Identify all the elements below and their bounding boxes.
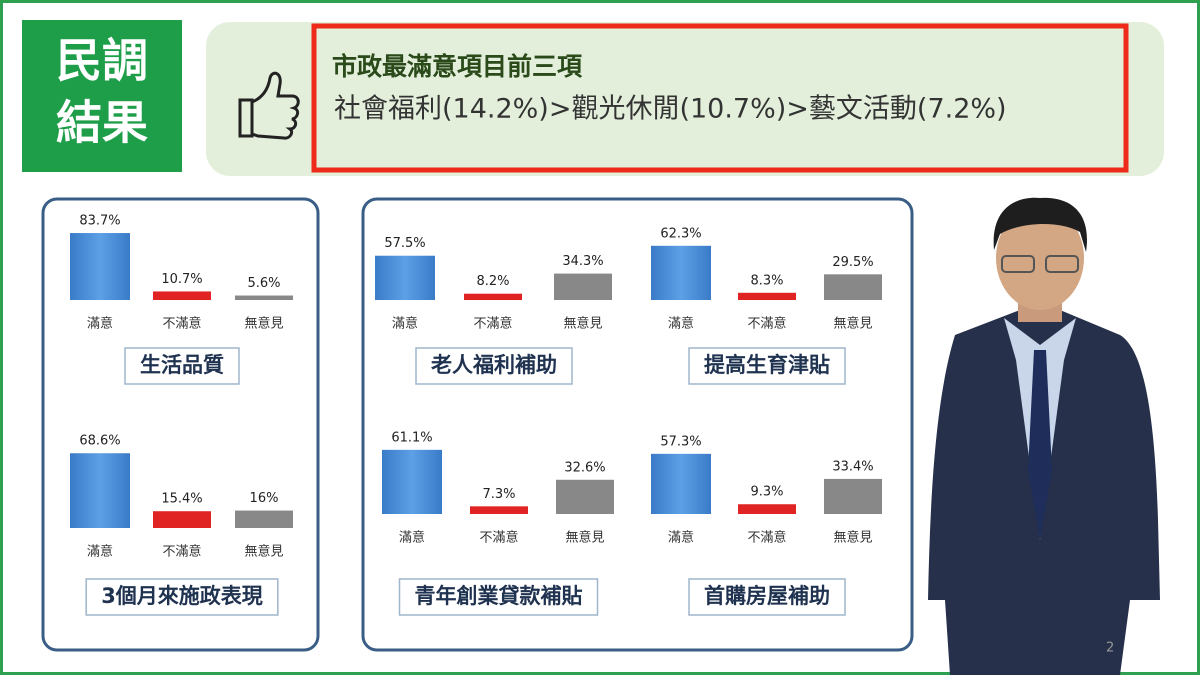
value-label: 83.7%	[79, 214, 120, 229]
value-label: 8.3%	[750, 273, 783, 288]
highlight-box	[311, 23, 1129, 173]
bar	[70, 453, 130, 528]
value-label: 57.3%	[660, 434, 701, 449]
bar	[375, 255, 435, 300]
category-label: 滿意	[668, 530, 694, 546]
bar	[153, 511, 211, 528]
value-label: 15.4%	[161, 492, 202, 507]
category-label: 滿意	[87, 544, 113, 560]
chart-title: 青年創業貸款補貼	[415, 584, 583, 608]
badge-line: 結果	[56, 96, 148, 150]
badge-line: 民調	[56, 34, 148, 88]
value-label: 9.3%	[750, 485, 783, 500]
bar	[464, 293, 522, 300]
category-label: 不滿意	[162, 544, 201, 560]
category-label: 不滿意	[473, 316, 512, 332]
value-label: 61.1%	[391, 430, 432, 445]
bar	[153, 291, 211, 300]
category-label: 滿意	[87, 316, 113, 332]
chart-title: 3個月來施政表現	[101, 584, 263, 608]
bar	[824, 274, 882, 300]
chart-title-box	[398, 578, 599, 616]
badge	[22, 20, 182, 172]
value-label: 7.3%	[482, 487, 515, 502]
chart-title-box	[124, 347, 240, 385]
panel	[41, 197, 320, 652]
panel	[361, 197, 914, 652]
category-label: 無意見	[833, 530, 872, 546]
chart-title-box	[85, 578, 279, 616]
category-label: 不滿意	[479, 530, 518, 546]
page-number: 2	[1106, 641, 1114, 656]
value-label: 29.5%	[832, 255, 873, 270]
chart-title: 首購房屋補助	[704, 584, 830, 608]
category-label: 無意見	[563, 316, 602, 332]
value-label: 32.6%	[564, 460, 605, 475]
bar	[235, 295, 293, 300]
bar	[651, 453, 711, 514]
value-label: 68.6%	[79, 434, 120, 449]
headline-title: 市政最滿意項目前三項	[332, 52, 583, 81]
value-label: 5.6%	[247, 276, 280, 291]
value-label: 33.4%	[832, 459, 873, 474]
chart-title: 提高生育津貼	[704, 353, 830, 377]
bar	[554, 273, 612, 300]
bar	[382, 449, 442, 514]
bar	[470, 506, 528, 514]
category-label: 滿意	[399, 530, 425, 546]
chart-title: 老人福利補助	[431, 353, 557, 377]
thumbs-up-icon	[238, 71, 300, 140]
category-label: 不滿意	[747, 530, 786, 546]
bar	[235, 510, 293, 528]
value-label: 34.3%	[562, 254, 603, 269]
bar	[824, 478, 882, 514]
headline-panel	[206, 22, 1164, 176]
bar	[651, 245, 711, 300]
category-label: 滿意	[668, 316, 694, 332]
chart-title: 生活品質	[140, 353, 224, 377]
chart-title-box	[415, 347, 573, 385]
category-label: 無意見	[565, 530, 604, 546]
value-label: 16%	[250, 491, 279, 506]
bar	[738, 292, 796, 300]
category-label: 無意見	[244, 544, 283, 560]
bar	[738, 504, 796, 514]
value-label: 57.5%	[384, 236, 425, 251]
category-label: 不滿意	[162, 316, 201, 332]
category-label: 無意見	[244, 316, 283, 332]
category-label: 不滿意	[747, 316, 786, 332]
chart-title-box	[688, 347, 846, 385]
person-photo	[928, 197, 1160, 675]
chart-title-box	[688, 578, 846, 616]
bar	[70, 233, 130, 300]
value-label: 62.3%	[660, 226, 701, 241]
value-label: 8.2%	[476, 274, 509, 289]
category-label: 無意見	[833, 316, 872, 332]
bar	[556, 479, 614, 514]
category-label: 滿意	[392, 316, 418, 332]
value-label: 10.7%	[161, 272, 202, 287]
headline-ranking: 社會福利(14.2%)>觀光休閒(10.7%)>藝文活動(7.2%)	[334, 94, 1007, 125]
